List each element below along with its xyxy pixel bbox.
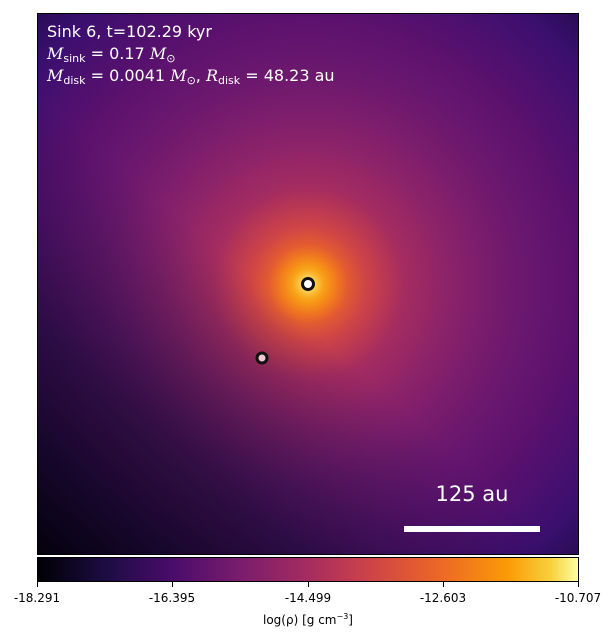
sink-primary-marker bbox=[301, 277, 315, 291]
r-disk-value: = 48.23 au bbox=[240, 66, 335, 85]
colorbar-tick-label-1: -16.395 bbox=[148, 591, 196, 605]
sun-subscript: ⊙ bbox=[166, 52, 176, 65]
colorbar-tick-1 bbox=[172, 582, 173, 587]
colorbar-tick-label-2: -14.499 bbox=[284, 591, 332, 605]
colorbar bbox=[37, 557, 579, 582]
sink-secondary-marker bbox=[255, 351, 269, 365]
r-disk-separator: , bbox=[195, 66, 206, 85]
r-disk-subscript: disk bbox=[218, 74, 241, 87]
colorbar-tick-label-4: -10.707 bbox=[554, 591, 602, 605]
scalebar bbox=[404, 526, 540, 532]
colorbar-tick-4 bbox=[578, 582, 579, 587]
colorbar-label-prefix: log(ρ) [g cm bbox=[263, 613, 337, 627]
colorbar-label: log(ρ) [g cm−3] bbox=[263, 612, 353, 627]
m-sink-subscript: sink bbox=[63, 52, 86, 65]
m-sink-symbol: M bbox=[47, 44, 64, 63]
sink-info-line1: Sink 6, t=102.29 kyr bbox=[47, 22, 212, 41]
m-sun-symbol-2: M bbox=[170, 66, 187, 85]
sun-subscript-2: ⊙ bbox=[186, 74, 196, 87]
colorbar-tick-3 bbox=[443, 582, 444, 587]
r-disk-symbol: R bbox=[205, 66, 219, 85]
colorbar-tick-2 bbox=[308, 582, 309, 587]
colorbar-tick-label-0: -18.291 bbox=[13, 591, 61, 605]
sink-mass-line: Msink = 0.17 M⊙ bbox=[47, 43, 175, 69]
m-disk-value: = 0.0041 bbox=[85, 66, 171, 85]
m-sun-symbol: M bbox=[149, 44, 167, 63]
m-disk-symbol: M bbox=[47, 66, 64, 85]
colorbar-label-suffix: ] bbox=[348, 613, 353, 627]
density-map-panel: Sink 6, t=102.29 kyr Msink = 0.17 M⊙ Mdi… bbox=[37, 13, 579, 555]
colorbar-label-exponent: −3 bbox=[336, 612, 349, 621]
disk-info-line: Mdisk = 0.0041 M⊙, Rdisk = 48.23 au bbox=[47, 65, 335, 91]
colorbar-tick-label-3: -12.603 bbox=[419, 591, 467, 605]
scalebar-label: 125 au bbox=[435, 482, 509, 506]
density-map bbox=[38, 14, 578, 554]
colorbar-tick-0 bbox=[37, 582, 38, 587]
m-disk-subscript: disk bbox=[63, 74, 86, 87]
m-sink-value: = 0.17 bbox=[85, 44, 150, 63]
